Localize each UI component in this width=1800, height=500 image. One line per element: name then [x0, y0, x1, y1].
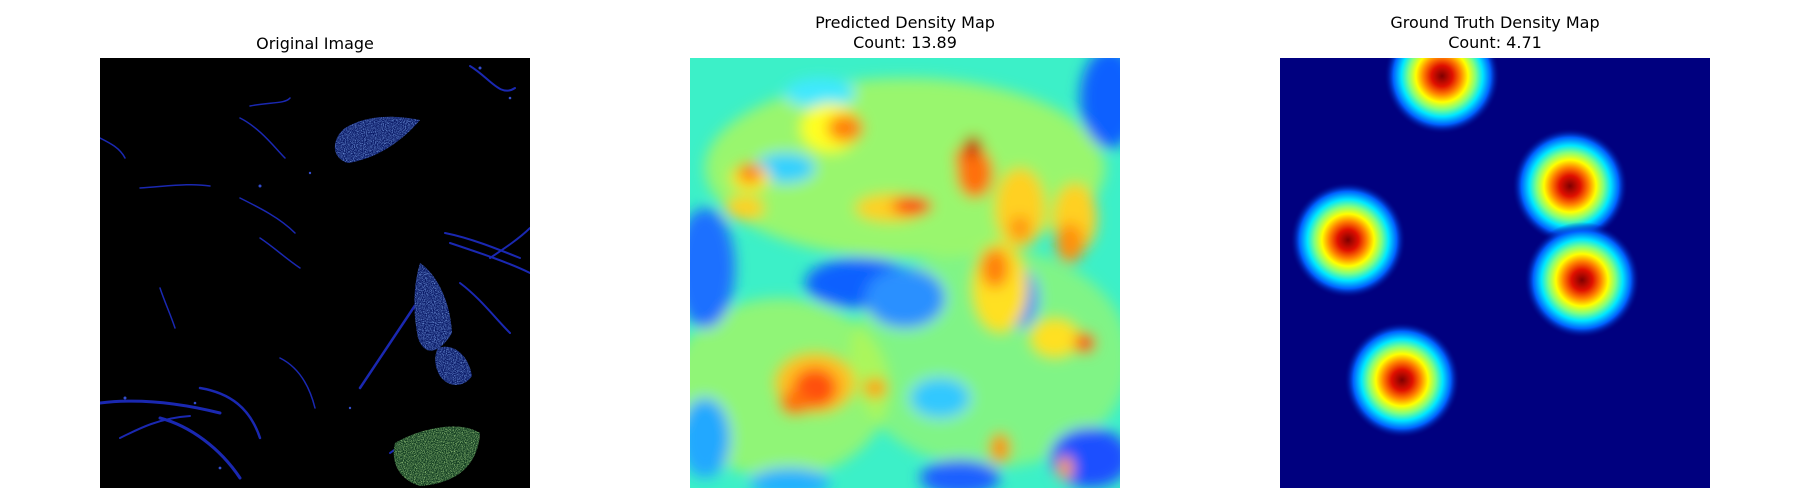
ground-truth-count-label: Count: 4.71 [1448, 33, 1542, 52]
ground-truth-density-title: Ground Truth Density Map Count: 4.71 [1280, 13, 1710, 53]
original-image-panel: Original Image [100, 0, 530, 500]
ground-truth-density-heading: Ground Truth Density Map [1390, 13, 1600, 32]
predicted-count-label: Count: 13.89 [853, 33, 957, 52]
ground-truth-density-map [1280, 58, 1710, 488]
original-image-title: Original Image [256, 34, 374, 53]
predicted-density-title: Predicted Density Map Count: 13.89 [690, 13, 1120, 53]
original-image [100, 58, 530, 488]
predicted-density-heading: Predicted Density Map [815, 13, 995, 32]
ground-truth-density-panel: Ground Truth Density Map Count: 4.71 [1280, 0, 1710, 500]
predicted-density-render [690, 58, 1120, 488]
predicted-density-panel: Predicted Density Map Count: 13.89 [690, 0, 1120, 500]
ground-truth-density-render [1280, 58, 1710, 488]
original-image-render [100, 58, 530, 488]
predicted-density-map [690, 58, 1120, 488]
